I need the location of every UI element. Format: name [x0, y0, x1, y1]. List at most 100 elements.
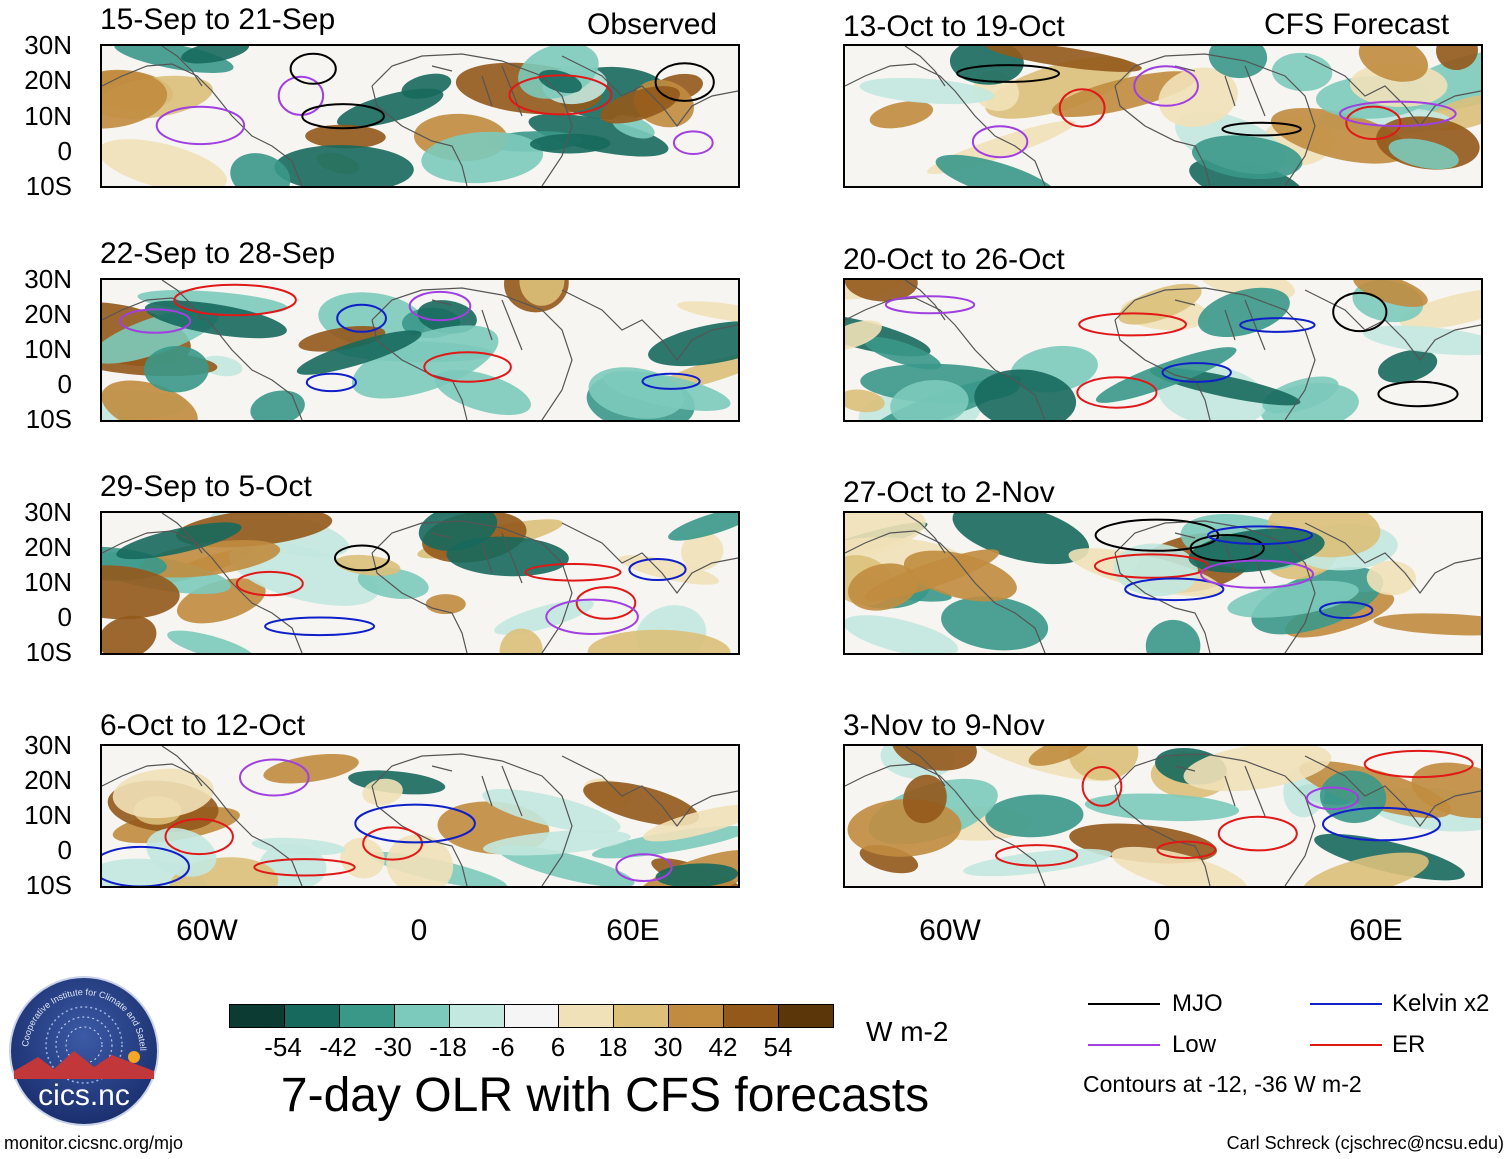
coastline-path — [102, 297, 303, 420]
coastline-path — [161, 513, 203, 554]
colorbar-swatch — [448, 1004, 505, 1028]
olr-anomaly-blob — [869, 101, 934, 129]
wave-contour — [508, 74, 613, 116]
coastline-path — [845, 763, 1046, 886]
map-panel-6 — [843, 278, 1483, 422]
lat-tick-label: 10N — [24, 334, 72, 364]
legend-label-er: ER — [1392, 1031, 1426, 1058]
wave-contour — [1363, 749, 1474, 779]
wave-contour — [1078, 312, 1188, 337]
wave-contour — [264, 616, 376, 637]
olr-anomaly-blob — [863, 336, 942, 370]
wave-contour — [1322, 806, 1441, 842]
coastline-path — [1174, 532, 1266, 584]
olr-anomaly-blob — [845, 389, 885, 413]
olr-anomaly-blob — [655, 863, 738, 886]
colorbar-swatch — [778, 1004, 834, 1028]
wave-contour — [995, 844, 1079, 867]
cfs-forecast-header: CFS Forecast — [1264, 8, 1450, 41]
olr-anomaly-blob — [963, 848, 1112, 877]
map-panel-2 — [100, 278, 740, 422]
colorbar-labels: -54 -42 -30 -18 -6 6 18 30 42 54 — [229, 1034, 833, 1062]
colorbar-swatch — [229, 1004, 285, 1028]
colorbar-tick-label: 30 — [653, 1032, 683, 1062]
colorbar-swatch — [558, 1004, 615, 1028]
olr-anomaly-blob — [1399, 288, 1481, 330]
olr-anomaly-blob — [891, 746, 977, 771]
wave-contour — [575, 586, 637, 620]
wave-contour — [423, 351, 512, 383]
wave-contour — [1133, 65, 1199, 107]
coastlines — [102, 746, 738, 886]
olr-anomaly-blob — [668, 513, 738, 541]
wave-contour — [102, 845, 190, 886]
coastlines — [102, 46, 738, 186]
olr-anomaly-blob — [417, 300, 477, 334]
coastline-path — [431, 65, 523, 117]
lat-tick-label: 10S — [25, 637, 72, 667]
olr-anomaly-blob — [677, 301, 738, 324]
wave-contour — [1319, 601, 1374, 619]
olr-anomaly-blob — [1183, 746, 1332, 792]
logo-text: cics.nc — [38, 1079, 130, 1112]
coastline-path — [1304, 55, 1481, 127]
panel-title-4: 6-Oct to 12-Oct — [100, 709, 306, 742]
coastline-path — [1174, 765, 1266, 817]
olr-anomaly-blob — [102, 380, 198, 420]
coastline-path — [904, 46, 946, 87]
colorbar-swatch — [613, 1004, 670, 1028]
wave-contour — [1305, 786, 1360, 811]
lat-tick-label: 0 — [57, 835, 72, 865]
wave-contour — [1377, 380, 1459, 408]
olr-anomaly-blob — [941, 596, 1049, 651]
wave-contour — [235, 570, 304, 597]
olr-anomaly-blob — [102, 139, 228, 186]
olr-anomaly-blob — [418, 513, 498, 551]
wave-contour — [1345, 105, 1402, 141]
coastlines — [845, 513, 1481, 653]
olr-anomaly-shading — [102, 46, 703, 186]
colorbar-tick-label: 18 — [598, 1032, 628, 1062]
panel-title-2: 22-Sep to 28-Sep — [100, 237, 336, 270]
legend-swatch-er — [1310, 1044, 1382, 1046]
olr-anomaly-blob — [591, 826, 738, 859]
olr-anomaly-blob — [529, 133, 611, 154]
olr-anomaly-blob — [230, 153, 291, 186]
footer-url[interactable]: monitor.cicsnc.org/mjo — [4, 1133, 184, 1153]
coastline-path — [904, 746, 946, 787]
olr-anomaly-shading — [102, 513, 738, 653]
panel-title-1: 15-Sep to 21-Sep — [100, 3, 336, 36]
lon-tick-label: 0 — [410, 914, 428, 947]
olr-anomaly-blob — [1353, 280, 1428, 308]
olr-anomaly-blob — [250, 390, 305, 420]
coastline-path — [1114, 753, 1316, 886]
chart-title: 7-day OLR with CFS forecasts — [280, 1069, 930, 1122]
olr-anomaly-blob — [116, 522, 242, 560]
olr-anomaly-blob — [482, 788, 621, 834]
lat-tick-label: 0 — [57, 602, 72, 632]
lon-tick-label: 60W — [176, 914, 238, 947]
wave-contour — [672, 130, 714, 155]
colorbar-swatch — [393, 1004, 450, 1028]
wave-contour — [1076, 376, 1158, 409]
olr-anomaly-blob — [351, 325, 499, 399]
olr-anomaly-blob — [1197, 287, 1290, 338]
map-panel-7 — [843, 511, 1483, 655]
coastline-path — [371, 552, 468, 653]
coastline-path — [1174, 299, 1266, 351]
olr-anomaly-blob — [167, 630, 255, 653]
olr-anomaly-blob — [600, 86, 680, 124]
lat-tick-label: 30N — [24, 30, 72, 60]
cics-logo: Cooperative Institute for Climate and Sa… — [5, 967, 160, 1127]
olr-anomaly-blob — [251, 837, 346, 856]
olr-anomaly-blob — [1366, 560, 1417, 596]
lon-tick-label: 60W — [919, 914, 981, 947]
colorbar-tick-label: 42 — [708, 1032, 738, 1062]
lat-tick-label: 20N — [24, 299, 72, 329]
colorbar-tick-label: -54 — [264, 1032, 302, 1062]
wave-contours — [119, 283, 701, 393]
lon-tick-label: 60E — [606, 914, 660, 947]
coastline-path — [904, 513, 946, 554]
olr-anomaly-blob — [952, 513, 1090, 565]
coastline-path — [161, 746, 203, 787]
